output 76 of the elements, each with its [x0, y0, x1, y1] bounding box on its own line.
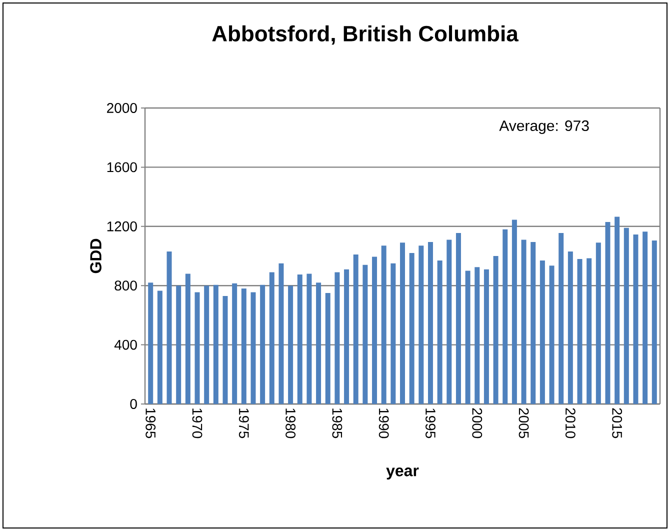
- x-tick-label: 1980: [286, 408, 296, 438]
- bar: [409, 253, 414, 404]
- bar: [381, 246, 386, 404]
- bar: [568, 252, 573, 404]
- bar: [465, 270, 470, 404]
- x-tick-label: 2000: [472, 408, 482, 438]
- bar: [418, 246, 424, 404]
- bar: [185, 274, 190, 404]
- bar: [250, 292, 256, 404]
- bar: [269, 272, 274, 404]
- y-tick-label: 0: [130, 399, 137, 409]
- y-tick-label: 400: [114, 340, 137, 350]
- bar: [316, 282, 322, 404]
- x-tick-label: 1970: [192, 408, 202, 438]
- annotation: Average: 973: [499, 120, 589, 134]
- x-tick-label: 2010: [565, 408, 576, 438]
- y-tick-label: 800: [114, 280, 137, 291]
- x-tick-label: 2005: [518, 408, 529, 438]
- bar: [521, 240, 526, 404]
- x-tick-label: 1965: [146, 408, 156, 438]
- bar: [437, 260, 442, 404]
- x-tick-label: 1975: [238, 408, 249, 438]
- y-tick-label: 1200: [107, 221, 137, 232]
- bar: [362, 264, 368, 404]
- bar: [633, 234, 638, 404]
- bar: [325, 293, 330, 404]
- bar: [614, 216, 620, 404]
- chart-title: Abbotsford, British Columbia: [212, 25, 519, 45]
- bar: [512, 220, 517, 404]
- y-tick-label: 1600: [107, 162, 137, 172]
- bar: [222, 296, 228, 404]
- bar: [446, 240, 452, 404]
- bar: [474, 267, 480, 404]
- bar: [502, 229, 508, 404]
- bar: [278, 263, 284, 404]
- bar: [493, 256, 498, 404]
- bar: [232, 283, 238, 404]
- bar: [288, 286, 294, 404]
- y-axis-title: GDD: [90, 238, 102, 274]
- bar: [334, 272, 340, 404]
- bar: [390, 263, 396, 404]
- bar: [456, 233, 461, 404]
- bar: [624, 228, 629, 404]
- bar: [372, 256, 378, 404]
- bar: [344, 269, 350, 404]
- bar: [642, 232, 648, 404]
- bar: [652, 240, 657, 404]
- bar: [400, 242, 406, 404]
- x-axis-title: year: [386, 468, 419, 480]
- y-tick-label: 2000: [107, 103, 137, 113]
- bar: [586, 258, 592, 404]
- bar: [157, 290, 162, 404]
- bar: [204, 286, 210, 404]
- x-tick-label: 1985: [332, 408, 342, 438]
- bar: [297, 274, 302, 404]
- x-tick-label: 1995: [426, 408, 436, 438]
- bar: [549, 266, 554, 404]
- bar: [530, 242, 536, 404]
- x-tick-label: 2015: [612, 408, 622, 438]
- bar: [148, 282, 154, 404]
- bar: [194, 292, 200, 404]
- bar: [484, 269, 489, 404]
- bar: [213, 284, 218, 404]
- bar: [596, 242, 601, 404]
- bar: [428, 242, 433, 404]
- bar: [605, 222, 610, 404]
- bar: [176, 286, 182, 404]
- bar: [540, 260, 545, 404]
- bar: [558, 233, 564, 404]
- bar: [577, 258, 582, 404]
- x-tick-label: 1990: [378, 408, 389, 438]
- bar: [166, 252, 172, 404]
- bar: [306, 274, 312, 404]
- bar: [353, 254, 358, 404]
- bar: [241, 288, 246, 404]
- bar: [260, 284, 266, 404]
